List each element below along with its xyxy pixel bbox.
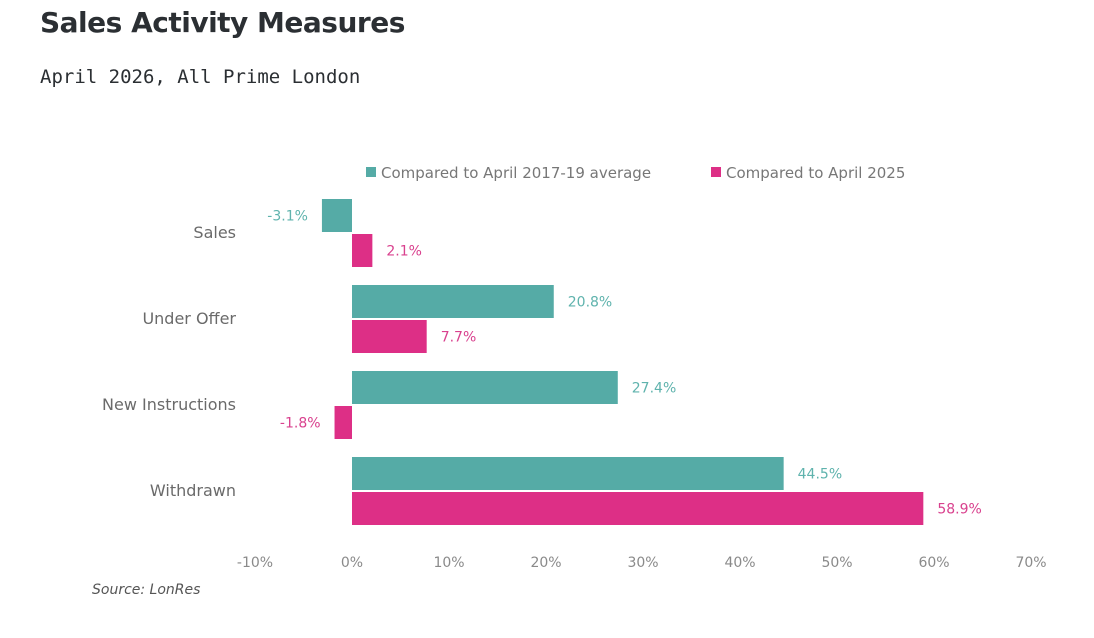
x-tick-label: 30% [627, 555, 658, 571]
legend-swatch-series-1 [366, 167, 376, 177]
page-title: Sales Activity Measures [40, 6, 405, 39]
x-tick-label: 60% [918, 555, 949, 571]
legend-swatch-series-2 [711, 167, 721, 177]
x-tick-label: -10% [237, 555, 273, 571]
category-label: Withdrawn [150, 481, 236, 500]
x-axis-ticks: -10% 0% 10% 20% 30% 40% 50% 60% 70% [237, 555, 1047, 571]
x-tick-label: 20% [530, 555, 561, 571]
x-tick-label: 40% [724, 555, 755, 571]
data-label-series-2: 58.9% [937, 502, 981, 518]
data-label-series-2: 2.1% [386, 244, 422, 260]
data-labels: -3.1% 20.8% 27.4% 44.5% 2.1% 7.7% -1.8% 58.9% [267, 209, 982, 518]
chart-legend: Compared to April 2017-19 average Compar… [366, 164, 905, 182]
category-label: Under Offer [142, 309, 236, 328]
data-label-series-1: 20.8% [568, 295, 612, 311]
source-note: Source: LonRes [92, 582, 200, 598]
x-tick-label: 70% [1015, 555, 1046, 571]
data-label-series-1: 27.4% [632, 381, 676, 397]
bar-series-1 [321, 199, 352, 232]
category-label: Sales [193, 223, 236, 242]
category-label: New Instructions [102, 395, 236, 414]
legend-label-series-1: Compared to April 2017-19 average [381, 164, 651, 182]
bar-series-2 [352, 492, 924, 525]
data-label-series-2: -1.8% [280, 416, 321, 432]
page-subtitle: April 2026, All Prime London [40, 66, 361, 88]
x-tick-label: 0% [341, 555, 363, 571]
bar-series-2 [352, 320, 427, 353]
x-tick-label: 50% [821, 555, 852, 571]
bar-marks [321, 199, 924, 525]
data-label-series-2: 7.7% [441, 330, 477, 346]
bar-series-1 [352, 457, 784, 490]
data-label-series-1: -3.1% [267, 209, 308, 225]
bar-series-2 [334, 406, 352, 439]
data-label-series-1: 44.5% [798, 467, 842, 483]
x-tick-label: 10% [433, 555, 464, 571]
legend-label-series-2: Compared to April 2025 [726, 164, 905, 182]
bar-series-1 [352, 285, 554, 318]
category-axis: Sales Under Offer New Instructions Withdraw… [102, 223, 236, 500]
bar-series-2 [352, 234, 373, 267]
bar-series-1 [352, 371, 618, 404]
